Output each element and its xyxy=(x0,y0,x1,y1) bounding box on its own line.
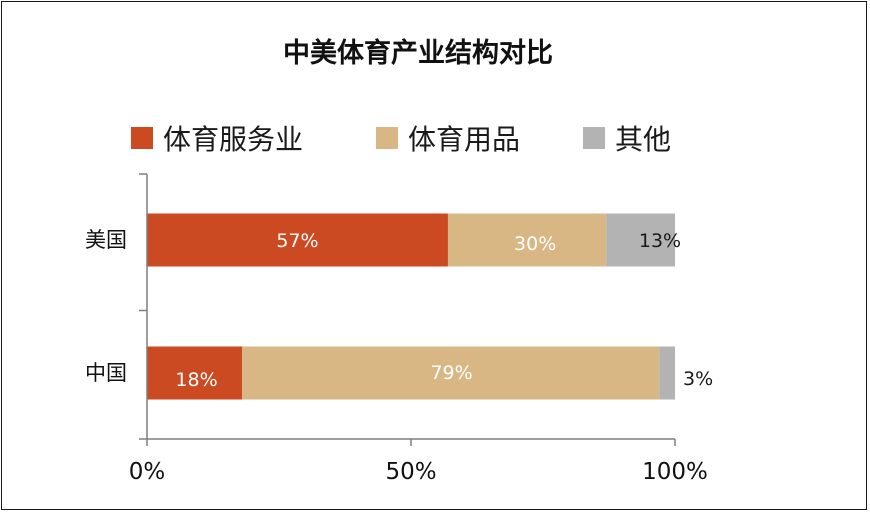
data-label-2-series-1: 18% xyxy=(175,369,217,391)
bars xyxy=(147,213,675,400)
x-tick-label-1: 0% xyxy=(129,459,166,485)
bar-2-series-1 xyxy=(147,346,243,400)
data-label-1-series-2: 30% xyxy=(514,233,556,255)
x-tick-label-2: 50% xyxy=(385,459,436,485)
legend-swatch-3 xyxy=(583,127,605,149)
bar-1-series-1 xyxy=(147,213,448,267)
legend-label-2: 体育用品 xyxy=(408,123,520,156)
data-label-2-series-3: 3% xyxy=(683,368,713,390)
x-tick-label-3: 100% xyxy=(642,459,708,485)
bar-2-series-3 xyxy=(659,346,675,400)
bar-1-series-2 xyxy=(447,213,607,267)
data-label-2-series-2: 79% xyxy=(430,362,472,384)
bar-1-series-3 xyxy=(606,213,675,267)
category-label-2: 中国 xyxy=(85,361,127,385)
legend-swatch-2 xyxy=(376,127,398,149)
legend-label-1: 体育服务业 xyxy=(163,123,303,156)
data-label-1-series-3: 13% xyxy=(639,230,681,252)
bar-2-series-2 xyxy=(242,346,660,400)
legend-swatch-1 xyxy=(131,127,153,149)
legend: 体育服务业 体育用品 其他 xyxy=(131,123,671,156)
data-labels: 57% 30% 13% 18% 79% 3% xyxy=(175,230,713,391)
category-label-1: 美国 xyxy=(85,228,127,252)
legend-label-3: 其他 xyxy=(615,123,671,156)
data-label-1-series-1: 57% xyxy=(276,230,318,252)
chart-title: 中美体育产业结构对比 xyxy=(283,37,553,69)
